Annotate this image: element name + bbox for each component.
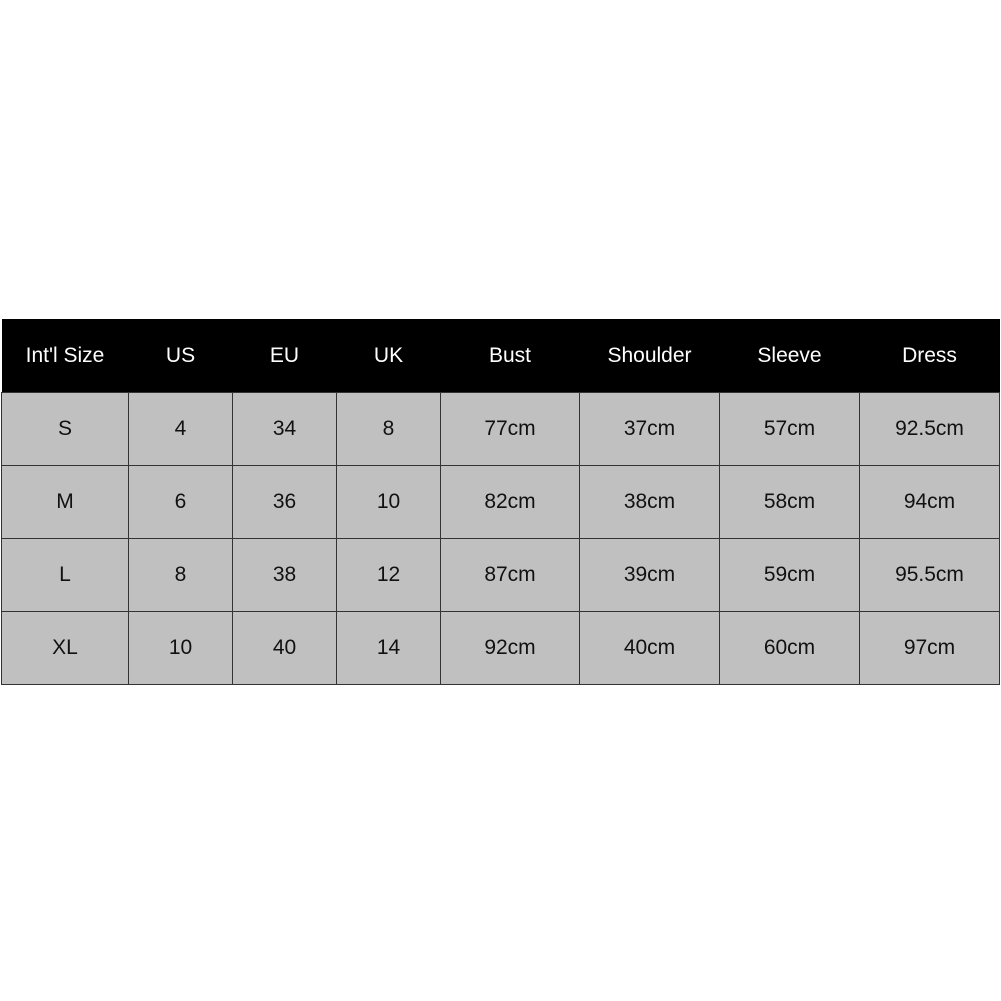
- table-cell: 95.5cm: [859, 538, 1000, 612]
- column-header: Int'l Size: [1, 319, 129, 393]
- table-cell: S: [1, 392, 129, 466]
- table-cell: 34: [232, 392, 337, 466]
- table-cell: 77cm: [440, 392, 580, 466]
- column-header: EU: [232, 319, 337, 393]
- table-cell: 37cm: [579, 392, 720, 466]
- table-cell: 12: [336, 538, 441, 612]
- table-cell: 59cm: [719, 538, 860, 612]
- table-cell: 10: [128, 611, 233, 685]
- table-cell: L: [1, 538, 129, 612]
- table-cell: XL: [1, 611, 129, 685]
- column-header: US: [128, 319, 233, 393]
- table-cell: 39cm: [579, 538, 720, 612]
- table-cell: 40cm: [579, 611, 720, 685]
- column-header: Sleeve: [719, 319, 860, 393]
- table-cell: 38: [232, 538, 337, 612]
- table-row: S 4 34 8 77cm 37cm 57cm 92.5cm: [1, 392, 1000, 466]
- table-cell: 94cm: [859, 465, 1000, 539]
- table-cell: 40: [232, 611, 337, 685]
- table-cell: 36: [232, 465, 337, 539]
- table-cell: 87cm: [440, 538, 580, 612]
- table-cell: 38cm: [579, 465, 720, 539]
- table-cell: 10: [336, 465, 441, 539]
- size-chart-table: Int'l Size US EU UK Bust Shoulder Sleeve Dress …: [1, 319, 1000, 685]
- table-cell: 8: [336, 392, 441, 466]
- table-cell: 14: [336, 611, 441, 685]
- table-cell: 6: [128, 465, 233, 539]
- column-header: Bust: [440, 319, 580, 393]
- table-cell: 92.5cm: [859, 392, 1000, 466]
- table-cell: 58cm: [719, 465, 860, 539]
- table-cell: 92cm: [440, 611, 580, 685]
- table-row: L 8 38 12 87cm 39cm 59cm 95.5cm: [1, 538, 1000, 612]
- table-cell: 4: [128, 392, 233, 466]
- column-header: Shoulder: [579, 319, 720, 393]
- table-cell: 57cm: [719, 392, 860, 466]
- header-row: Int'l Size US EU UK Bust Shoulder Sleeve Dress: [1, 319, 1000, 393]
- table-row: M 6 36 10 82cm 38cm 58cm 94cm: [1, 465, 1000, 539]
- table-cell: 82cm: [440, 465, 580, 539]
- table-cell: 97cm: [859, 611, 1000, 685]
- table-cell: 8: [128, 538, 233, 612]
- column-header: Dress: [859, 319, 1000, 393]
- column-header: UK: [336, 319, 441, 393]
- table-row: XL 10 40 14 92cm 40cm 60cm 97cm: [1, 611, 1000, 685]
- table-cell: 60cm: [719, 611, 860, 685]
- table-cell: M: [1, 465, 129, 539]
